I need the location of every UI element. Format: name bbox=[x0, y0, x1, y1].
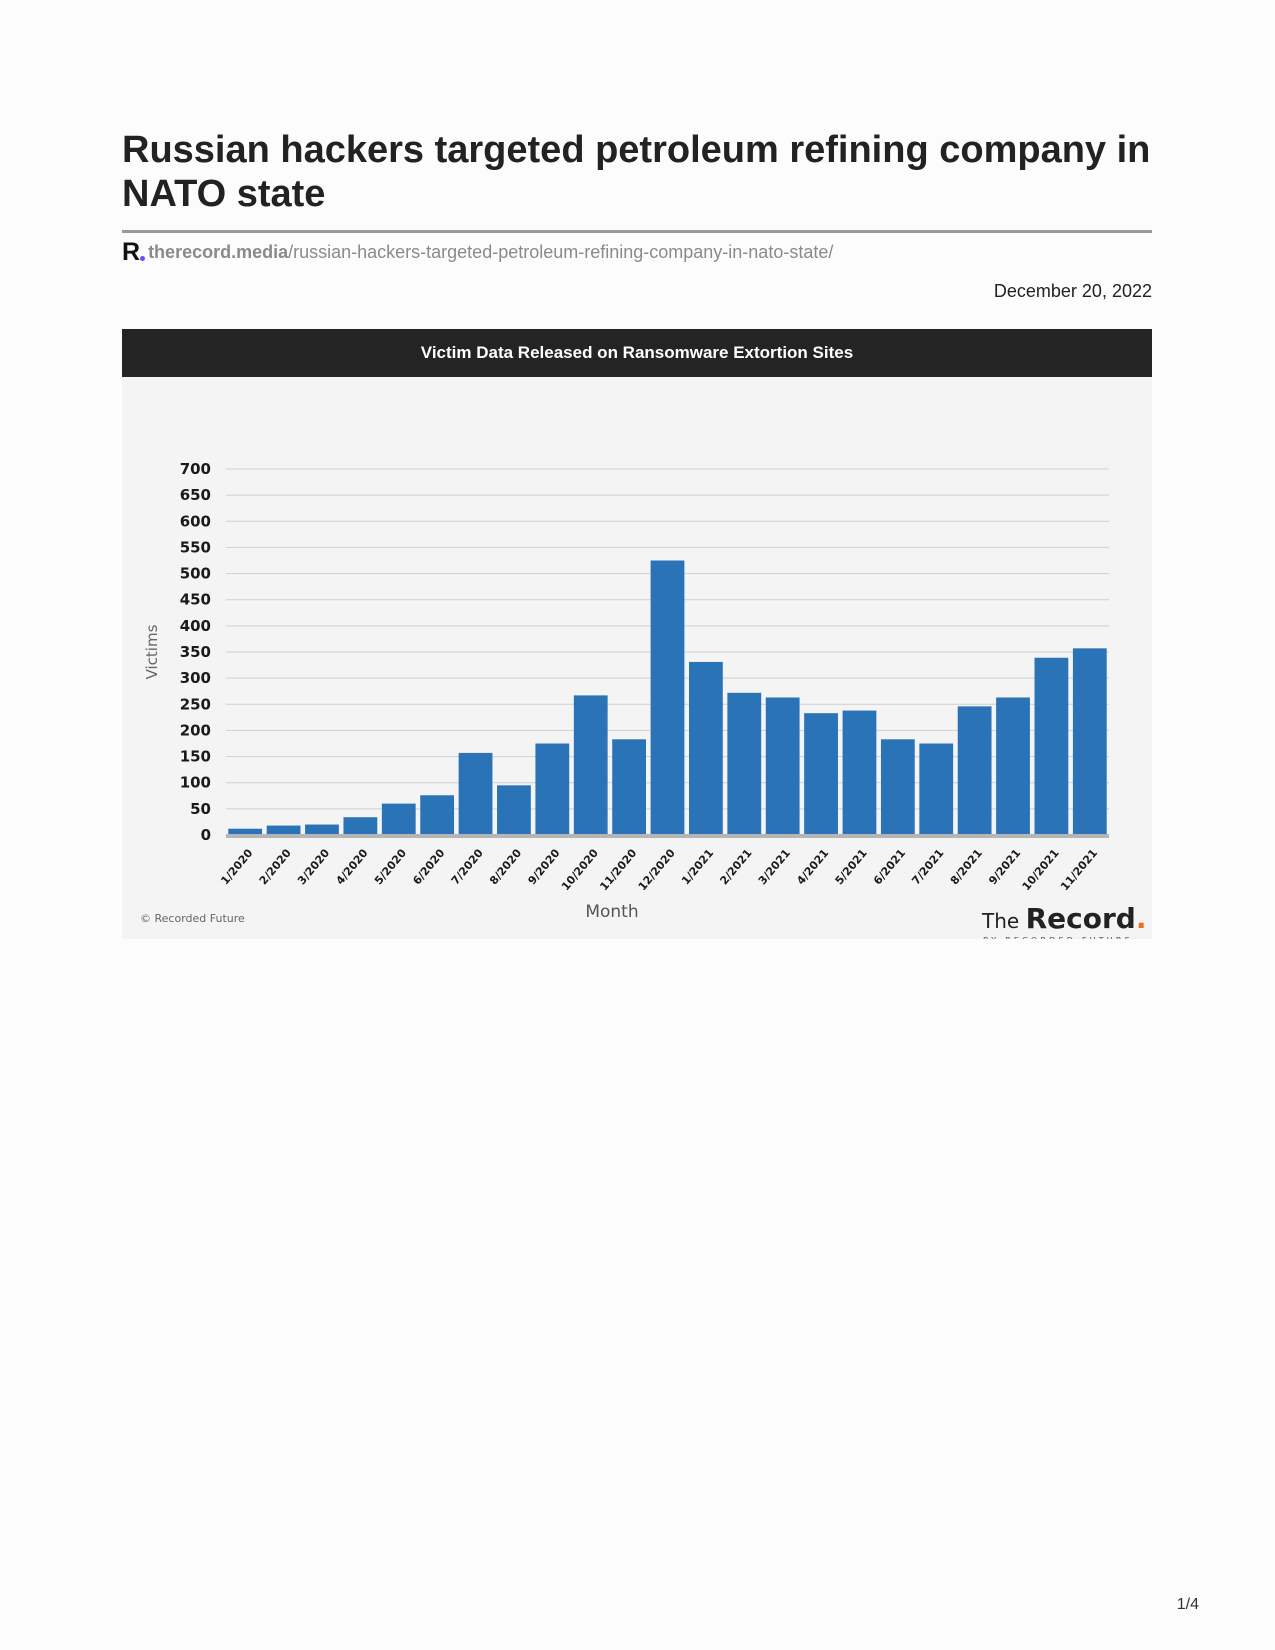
bar-9-2020 bbox=[535, 743, 570, 835]
x-tick-label: 9/2021 bbox=[986, 847, 1023, 888]
bar-4-2021 bbox=[804, 713, 838, 835]
y-tick-label: 550 bbox=[180, 538, 211, 556]
bar-7-2020 bbox=[458, 752, 493, 835]
bar-9-2021 bbox=[996, 697, 1030, 835]
bar-1-2020 bbox=[228, 828, 263, 835]
record-logo-icon: R bbox=[122, 240, 146, 265]
x-tick-label: 4/2021 bbox=[794, 847, 831, 888]
bar-chart: 0 50 100 150 200 250 300 350 400 450 500 550 600 650 7… bbox=[140, 460, 1146, 939]
bar-5-2020 bbox=[381, 803, 416, 835]
x-tick-label: 2/2021 bbox=[717, 847, 754, 888]
y-tick-label: 0 bbox=[201, 826, 211, 844]
source-link[interactable]: therecord.media/russian-hackers-targeted… bbox=[148, 242, 833, 263]
x-tick-label: 2/2020 bbox=[257, 846, 294, 887]
x-tick-label: 10/2021 bbox=[1020, 847, 1062, 894]
x-axis-title: Month bbox=[585, 902, 638, 922]
x-tick-label: 9/2020 bbox=[525, 846, 562, 887]
y-tick-label: 50 bbox=[190, 800, 211, 818]
bar-8-2021 bbox=[957, 706, 992, 835]
x-tick-label: 1/2020 bbox=[218, 846, 255, 887]
chart-title: Victim Data Released on Ransomware Extor… bbox=[122, 329, 1152, 377]
title-divider bbox=[122, 230, 1152, 233]
x-tick-label: 3/2020 bbox=[295, 846, 332, 887]
source-path: /russian-hackers-targeted-petroleum-refi… bbox=[288, 241, 834, 262]
y-axis-title: Victims bbox=[143, 624, 161, 679]
bar-2-2020 bbox=[266, 825, 301, 835]
article-date: December 20, 2022 bbox=[993, 281, 1152, 301]
bar-10-2020 bbox=[573, 695, 608, 835]
y-tick-label: 200 bbox=[180, 721, 211, 739]
x-tick-label: 7/2021 bbox=[909, 847, 946, 888]
copyright-note: © Recorded Future bbox=[140, 912, 245, 925]
y-tick-label: 250 bbox=[180, 695, 211, 713]
bar-3-2020 bbox=[305, 824, 339, 835]
y-tick-label: 150 bbox=[180, 748, 211, 766]
x-tick-label: 6/2020 bbox=[410, 846, 447, 887]
chart-figure: Victim Data Released on Ransomware Extor… bbox=[122, 329, 1152, 939]
brand-dot: . bbox=[1136, 902, 1147, 935]
x-tick-label: 3/2021 bbox=[756, 847, 793, 888]
x-tick-label: 11/2021 bbox=[1058, 847, 1100, 894]
source-line: R therecord.media/russian-hackers-target… bbox=[122, 240, 833, 265]
page-number: 1/4 bbox=[1176, 1596, 1199, 1613]
x-tick-label: 7/2020 bbox=[449, 846, 486, 887]
y-tick-label: 350 bbox=[180, 643, 211, 661]
brand-name: Record bbox=[1026, 902, 1136, 935]
bar-1-2021 bbox=[688, 661, 723, 835]
x-tick-label: 8/2021 bbox=[948, 847, 985, 888]
bar-2-2021 bbox=[727, 692, 762, 835]
bar-7-2021 bbox=[919, 743, 954, 835]
bar-4-2020 bbox=[343, 817, 378, 835]
y-tick-label: 600 bbox=[180, 512, 211, 530]
article-title: Russian hackers targeted petroleum refin… bbox=[122, 129, 1151, 215]
bar-11-2020 bbox=[612, 739, 647, 835]
y-tick-label: 650 bbox=[180, 486, 211, 504]
x-tick-label: 10/2020 bbox=[559, 846, 601, 893]
x-tick-label: 4/2020 bbox=[334, 846, 371, 887]
x-tick-label: 1/2021 bbox=[679, 847, 716, 888]
bar-6-2020 bbox=[420, 795, 455, 835]
bar-6-2021 bbox=[880, 739, 915, 835]
bar-3-2021 bbox=[765, 697, 800, 835]
brand-tagline: BY RECORDED FUTURE bbox=[983, 936, 1133, 939]
y-tick-label: 100 bbox=[180, 774, 211, 792]
x-tick-label: 6/2021 bbox=[871, 847, 908, 888]
bar-8-2020 bbox=[497, 785, 531, 835]
x-tick-label: 8/2020 bbox=[487, 846, 524, 887]
bar-12-2020 bbox=[650, 560, 685, 835]
y-tick-label: 500 bbox=[180, 565, 211, 583]
y-tick-label: 450 bbox=[180, 591, 211, 609]
bar-11-2021 bbox=[1072, 648, 1107, 835]
y-tick-label: 400 bbox=[180, 617, 211, 635]
brand-logo: The Record. bbox=[981, 902, 1146, 935]
bar-10-2021 bbox=[1034, 657, 1069, 835]
x-tick-label: 5/2020 bbox=[372, 846, 409, 887]
source-domain: therecord.media bbox=[148, 241, 289, 262]
x-tick-label: 12/2020 bbox=[636, 846, 678, 893]
x-tick-label: 11/2020 bbox=[597, 846, 639, 893]
bar-5-2021 bbox=[842, 710, 877, 835]
x-tick-label: 5/2021 bbox=[833, 847, 870, 888]
y-tick-label: 700 bbox=[180, 460, 211, 478]
y-tick-label: 300 bbox=[180, 669, 211, 687]
brand-the: The bbox=[981, 909, 1026, 933]
